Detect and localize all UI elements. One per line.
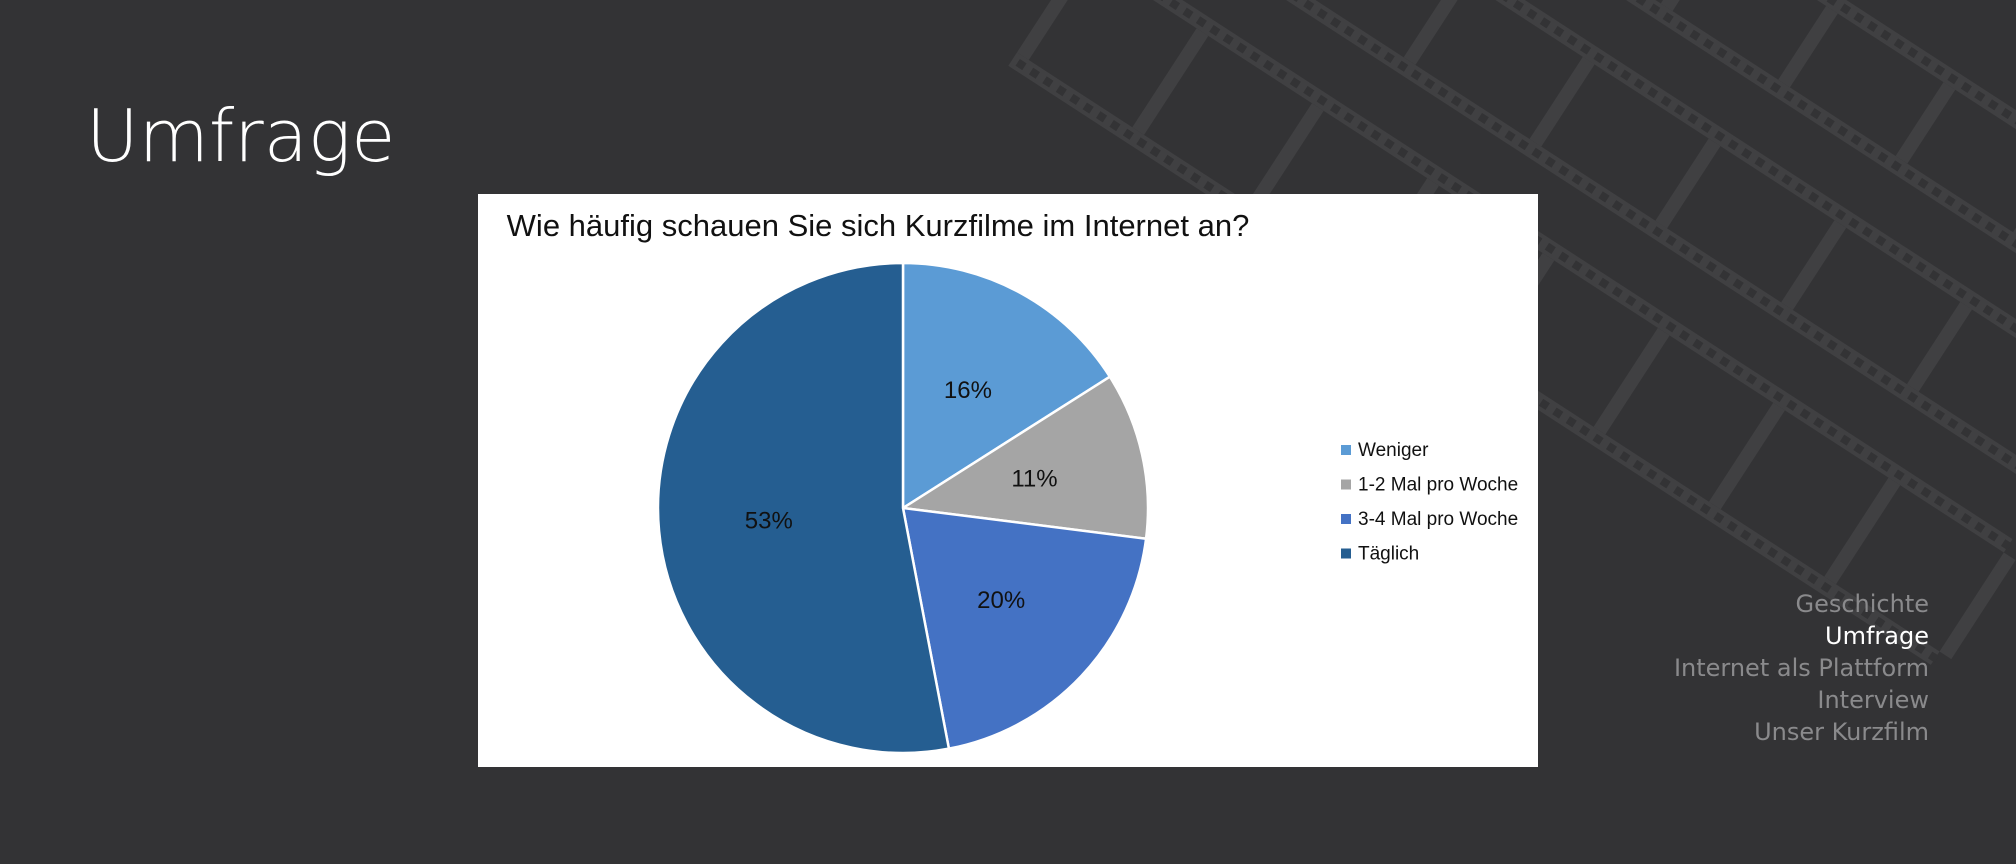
legend-entry: Weniger xyxy=(1358,440,1429,461)
nav-item-geschichte[interactable]: Geschichte xyxy=(1795,590,1929,618)
pie-slice-label: 11% xyxy=(1011,466,1057,493)
slide-title: Umfrage xyxy=(86,94,396,178)
pie-slice-label: 16% xyxy=(944,377,992,404)
pie-chart: Wie häufig schauen Sie sich Kurzfilme im… xyxy=(507,208,1518,755)
pie-slices xyxy=(656,261,1150,755)
legend-entry: Täglich xyxy=(1358,544,1419,565)
legend-entry: 1-2 Mal pro Woche xyxy=(1358,475,1518,496)
legend-entry: 3-4 Mal pro Woche xyxy=(1358,509,1518,530)
nav-item-interview[interactable]: Interview xyxy=(1817,686,1929,714)
chart-panel: Wie häufig schauen Sie sich Kurzfilme im… xyxy=(478,194,1538,767)
legend-swatch xyxy=(1341,548,1351,559)
legend-swatch xyxy=(1341,479,1351,490)
chart-legend: Weniger 1-2 Mal pro Woche 3-4 Mal pro Woch… xyxy=(1341,440,1518,565)
pie-slice-1-2-mal-pro-woche xyxy=(899,374,1150,541)
pie-slice-t-glich xyxy=(656,261,951,755)
nav-item-umfrage[interactable]: Umfrage xyxy=(1825,622,1929,650)
nav-item-unser-kurzfilm[interactable]: Unser Kurzfilm xyxy=(1754,718,1929,746)
nav-item-internet-als-plattform[interactable]: Internet als Plattform xyxy=(1673,654,1929,682)
pie-slice-3-4-mal-pro-woche xyxy=(901,506,1148,751)
pie-slice-weniger xyxy=(901,261,1112,511)
pie-slice-label: 20% xyxy=(977,587,1025,614)
legend-swatch xyxy=(1341,514,1351,524)
pie-slice-labels: 16% 11% 20% 53% xyxy=(745,377,1058,614)
film-strip xyxy=(1534,0,2016,322)
pie-slice-label: 53% xyxy=(745,508,793,535)
legend-swatch xyxy=(1341,445,1351,455)
section-nav: Geschichte Umfrage Internet als Plattform I… xyxy=(1674,588,1929,748)
chart-title: Wie häufig schauen Sie sich Kurzfilme im… xyxy=(507,208,1250,243)
